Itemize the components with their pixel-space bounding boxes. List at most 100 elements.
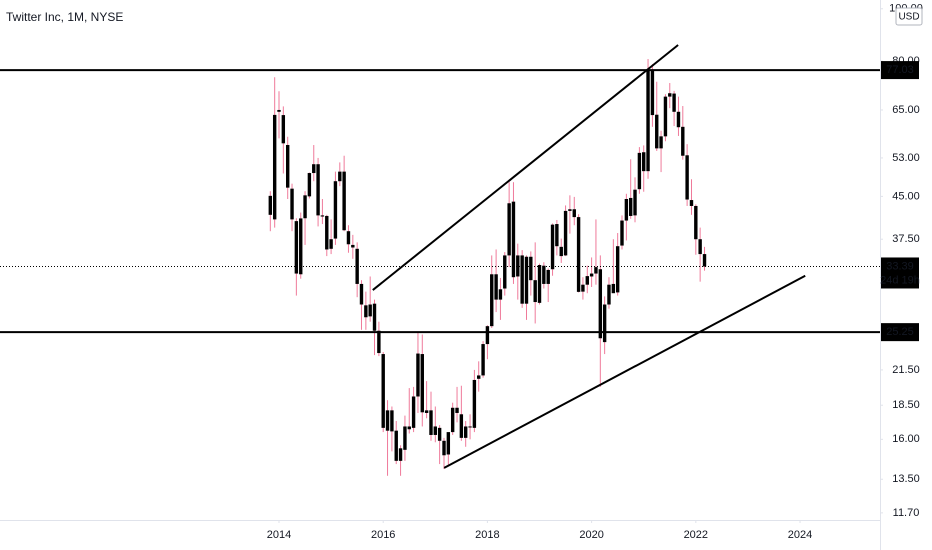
candle-body (628, 197, 633, 216)
candle-body (568, 209, 572, 211)
candle-body (299, 218, 303, 275)
candle-body (602, 304, 607, 343)
x-tick-label: 2020 (579, 529, 603, 541)
candle-body (529, 256, 533, 281)
candle-body (507, 203, 511, 256)
candle-body (498, 289, 503, 300)
y-tick-label: 21.50 (892, 364, 920, 376)
candle-body (589, 273, 594, 277)
candle-body (351, 244, 355, 248)
candle-body (563, 210, 568, 256)
candle-body (537, 265, 542, 303)
candle-body (576, 217, 581, 292)
candle-body (433, 426, 438, 435)
candle-body (494, 274, 498, 300)
candle-body (490, 274, 494, 327)
x-tick-label: 2018 (475, 529, 499, 541)
currency: USD (898, 12, 919, 23)
candle-body (511, 201, 516, 278)
candle-body (372, 303, 377, 331)
candle-body (503, 255, 507, 289)
trend-line (372, 44, 679, 291)
candle-body (416, 353, 420, 397)
candle-body (403, 426, 407, 450)
candle-body (286, 144, 290, 188)
candle-body (437, 427, 442, 441)
candle-body (620, 220, 624, 246)
candle-body (277, 109, 281, 112)
candle-body (455, 407, 459, 413)
candle-body (272, 114, 277, 220)
last-price-label: 33.39 (886, 260, 914, 272)
candle-body (655, 114, 659, 149)
candle-body (694, 205, 698, 240)
candle-body (394, 430, 398, 461)
price-label-box (881, 61, 919, 80)
plot-area (268, 58, 707, 476)
countdown: 24d 19h (880, 274, 920, 286)
candle-body (542, 265, 546, 284)
candle-body (555, 224, 559, 247)
candle-body (364, 305, 368, 318)
x-tick-label: 2016 (371, 529, 395, 541)
candle-body (385, 410, 390, 431)
candle-body (463, 426, 468, 438)
candle-body (411, 396, 416, 428)
candle-body (698, 239, 702, 255)
currency-box (895, 7, 923, 26)
last-price-box (881, 257, 919, 289)
candle-body (520, 255, 524, 304)
candle-body (320, 215, 325, 217)
candle-body (659, 136, 663, 149)
candle-body (598, 269, 603, 339)
candle-body (316, 164, 320, 216)
candle-body (533, 280, 537, 303)
candle-body (312, 164, 316, 174)
candle-body (342, 171, 346, 231)
candle-body (333, 181, 338, 239)
candle-body (346, 231, 351, 245)
candle-body (477, 375, 481, 379)
axes: 100.0080.0065.0053.0045.0037.5021.5018.5… (267, 3, 923, 541)
candle-body (446, 432, 451, 455)
x-tick-label: 2014 (267, 529, 291, 541)
candle-body (407, 426, 411, 430)
candle-body (290, 188, 294, 220)
candle-body (424, 410, 429, 413)
candle-body (485, 326, 490, 345)
price-label: 77.03 (886, 64, 914, 76)
chart-title: Twitter Inc, 1M, NYSE (6, 10, 123, 24)
candle-body (637, 152, 642, 190)
candle-body (663, 96, 668, 137)
candle-body (624, 198, 629, 221)
y-tick-label: 13.50 (892, 473, 920, 485)
candle-body (429, 410, 433, 435)
candle-body (281, 115, 286, 144)
y-tick-label: 18.50 (892, 399, 920, 411)
candle-body (268, 195, 273, 215)
x-tick-label: 2022 (684, 529, 708, 541)
y-tick-label: 65.00 (892, 104, 920, 116)
candle-body (689, 200, 694, 206)
y-tick-label: 45.00 (892, 190, 920, 202)
candle-body (585, 276, 589, 285)
candle-body (611, 283, 616, 294)
candle-body (377, 330, 381, 354)
y-tick-label: 37.50 (892, 233, 920, 245)
candle-body (615, 246, 620, 293)
candle-body (672, 93, 676, 112)
candle-body (676, 111, 681, 128)
trend-line (443, 274, 806, 469)
x-tick-label: 2024 (788, 529, 812, 541)
candle-body (646, 69, 650, 172)
candle-body (702, 254, 707, 267)
price-label: 25.25 (886, 326, 914, 338)
candle-body (468, 426, 472, 428)
candle-body (524, 256, 529, 304)
candle-body (650, 70, 655, 116)
candle-body (359, 283, 364, 305)
candle-body (442, 440, 446, 456)
candle-body (481, 344, 485, 376)
